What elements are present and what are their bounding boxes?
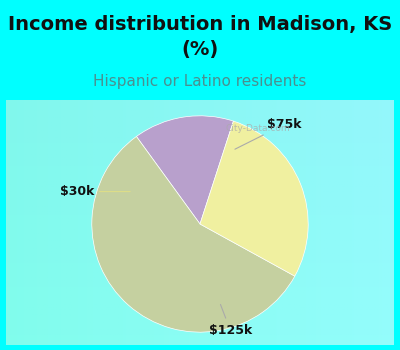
Text: Hispanic or Latino residents: Hispanic or Latino residents [93,74,307,89]
Wedge shape [136,116,234,224]
Wedge shape [200,121,308,276]
Wedge shape [92,136,295,332]
Text: (%): (%) [181,40,219,60]
Text: City-Data.com: City-Data.com [225,124,290,133]
Text: $30k: $30k [60,185,130,198]
Text: $75k: $75k [235,118,302,149]
Text: Income distribution in Madison, KS: Income distribution in Madison, KS [8,15,392,34]
Text: $125k: $125k [209,304,252,336]
